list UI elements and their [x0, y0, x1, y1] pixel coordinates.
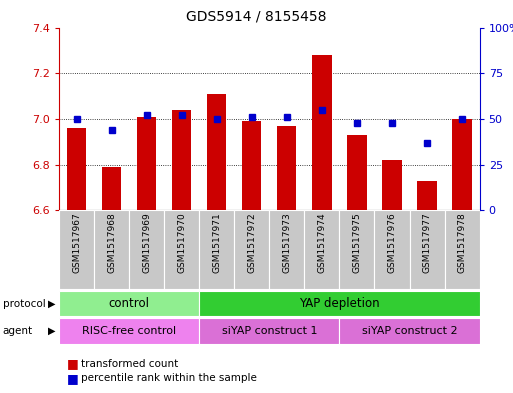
Text: GSM1517978: GSM1517978: [458, 213, 467, 274]
Bar: [102, 167, 121, 210]
Text: GSM1517977: GSM1517977: [423, 213, 431, 274]
Bar: [382, 160, 402, 210]
Bar: [242, 121, 262, 210]
Bar: [59, 291, 199, 316]
Bar: [347, 135, 367, 210]
Bar: [164, 210, 199, 289]
Bar: [277, 126, 297, 210]
Bar: [67, 128, 86, 210]
Bar: [137, 117, 156, 210]
Text: ■: ■: [67, 371, 78, 385]
Bar: [374, 210, 409, 289]
Text: ▶: ▶: [48, 326, 55, 336]
Bar: [304, 210, 340, 289]
Text: GSM1517974: GSM1517974: [318, 213, 326, 273]
Text: percentile rank within the sample: percentile rank within the sample: [81, 373, 257, 383]
Text: ■: ■: [67, 357, 78, 370]
Text: GSM1517967: GSM1517967: [72, 213, 81, 274]
Text: agent: agent: [3, 326, 33, 336]
Text: protocol: protocol: [3, 299, 45, 309]
Text: GSM1517971: GSM1517971: [212, 213, 221, 274]
Bar: [94, 210, 129, 289]
Bar: [409, 210, 445, 289]
Text: GSM1517973: GSM1517973: [282, 213, 291, 274]
Text: YAP depletion: YAP depletion: [299, 297, 380, 310]
Bar: [199, 210, 234, 289]
Text: siYAP construct 2: siYAP construct 2: [362, 326, 458, 336]
Bar: [445, 210, 480, 289]
Bar: [59, 210, 94, 289]
Bar: [199, 318, 340, 344]
Bar: [172, 110, 191, 210]
Text: control: control: [109, 297, 150, 310]
Text: RISC-free control: RISC-free control: [82, 326, 176, 336]
Text: GSM1517975: GSM1517975: [352, 213, 362, 274]
Bar: [199, 291, 480, 316]
Bar: [59, 318, 199, 344]
Bar: [340, 210, 374, 289]
Text: GSM1517976: GSM1517976: [387, 213, 397, 274]
Text: transformed count: transformed count: [81, 358, 179, 369]
Text: GSM1517970: GSM1517970: [177, 213, 186, 274]
Bar: [234, 210, 269, 289]
Text: ▶: ▶: [48, 299, 55, 309]
Bar: [312, 55, 331, 210]
Text: siYAP construct 1: siYAP construct 1: [222, 326, 317, 336]
Bar: [129, 210, 164, 289]
Text: GSM1517968: GSM1517968: [107, 213, 116, 274]
Text: GSM1517972: GSM1517972: [247, 213, 256, 273]
Text: GDS5914 / 8155458: GDS5914 / 8155458: [186, 10, 327, 24]
Bar: [207, 94, 226, 210]
Text: GSM1517969: GSM1517969: [142, 213, 151, 274]
Bar: [340, 318, 480, 344]
Bar: [269, 210, 304, 289]
Bar: [418, 180, 437, 210]
Bar: [452, 119, 472, 210]
